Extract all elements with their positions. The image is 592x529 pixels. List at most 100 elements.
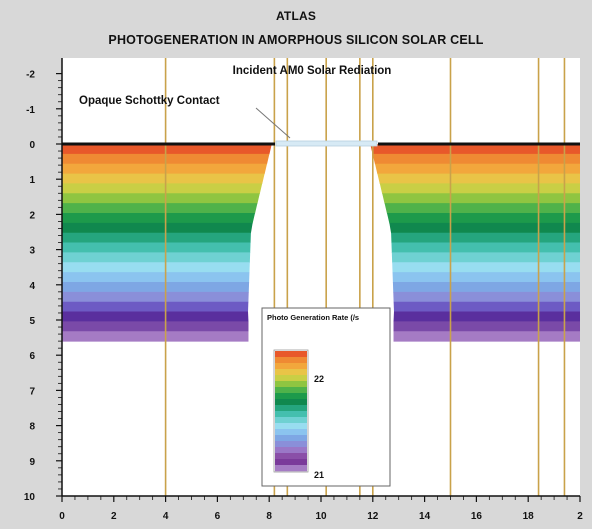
- generation-band-left: [62, 252, 251, 263]
- legend-bottom-label: 21: [314, 470, 324, 480]
- x-tick-label: 8: [266, 511, 272, 522]
- x-tick-label: 0: [59, 511, 65, 522]
- generation-band-right: [393, 301, 580, 313]
- legend-swatch: [275, 381, 307, 388]
- legend-swatch: [275, 411, 307, 418]
- contact-pointer-line: [255, 107, 291, 139]
- y-tick-label: -1: [26, 105, 35, 116]
- y-tick-label: 7: [29, 386, 35, 397]
- generation-band-right: [377, 173, 580, 184]
- y-tick-label: 9: [29, 457, 35, 468]
- generation-band-left: [62, 301, 249, 313]
- legend-swatch: [275, 459, 307, 466]
- generation-band-right: [392, 272, 580, 283]
- y-tick-label: 4: [29, 281, 35, 292]
- generation-band-left: [62, 311, 249, 322]
- legend-top-label: 22: [314, 374, 324, 384]
- right-generation-region: [370, 144, 580, 342]
- gap-left: [251, 144, 280, 313]
- x-tick-label: 10: [315, 511, 327, 522]
- x-tick-label: 14: [419, 511, 431, 522]
- generation-band-left: [62, 331, 249, 342]
- legend-swatch: [275, 423, 307, 430]
- schottky-contact: [62, 140, 580, 147]
- y-axis: -2 -1 0 1 2 3 4 5 6 7 8 9 10: [24, 58, 63, 503]
- generation-band-right: [391, 232, 580, 244]
- schottky-contact-label: Opaque Schottky Contact: [79, 95, 220, 107]
- generation-band-left: [62, 272, 250, 283]
- x-tick-label: 2: [111, 511, 117, 522]
- generation-band-left: [62, 144, 272, 155]
- y-tick-label: 6: [29, 351, 35, 362]
- generation-band-right: [382, 193, 580, 204]
- legend-swatches: [275, 351, 307, 472]
- legend-swatch: [275, 417, 307, 424]
- generation-band-right: [391, 252, 580, 263]
- generation-band-left: [62, 242, 251, 253]
- legend-scale-frame: [273, 349, 309, 473]
- x-tick-label: 12: [367, 511, 379, 522]
- generation-band-left: [62, 203, 258, 214]
- legend-swatch: [275, 375, 307, 382]
- y-tick-label: 5: [29, 316, 35, 327]
- legend-swatch: [275, 435, 307, 442]
- x-axis: 0 2 4 6 8 10 12 14 16 18 2: [59, 495, 583, 522]
- legend-swatch: [275, 429, 307, 436]
- y-tick-label: 0: [29, 140, 35, 151]
- generation-band-left: [62, 321, 249, 332]
- legend: Photo Generation Rate (/s 22 21: [261, 307, 391, 487]
- legend-swatch: [275, 405, 307, 412]
- y-tick-label: 2: [29, 210, 35, 221]
- y-tick-label: 3: [29, 246, 35, 257]
- legend-swatch: [275, 399, 307, 406]
- generation-band-right: [393, 311, 580, 322]
- generation-band-right: [374, 163, 580, 175]
- legend-swatch: [275, 387, 307, 394]
- generation-band-left: [62, 232, 251, 244]
- y-tick-label: -2: [26, 70, 35, 81]
- generation-band-right: [386, 212, 580, 224]
- generation-band-right: [393, 331, 580, 342]
- generation-band-right: [372, 153, 580, 165]
- generation-band-right: [393, 291, 580, 303]
- generation-band-right: [370, 144, 580, 155]
- y-tick-label: 1: [29, 175, 35, 186]
- generation-band-left: [62, 212, 256, 224]
- plot-title: PHOTOGENERATION IN AMORPHOUS SILICON SOL…: [108, 33, 484, 47]
- generation-band-right: [393, 321, 580, 332]
- generation-band-left: [62, 222, 253, 234]
- generation-band-right: [384, 203, 580, 214]
- generation-band-left: [62, 262, 250, 273]
- generation-band-right: [391, 242, 580, 253]
- generation-band-left: [62, 183, 263, 194]
- legend-title: Photo Generation Rate (/s: [267, 313, 359, 322]
- legend-swatch: [275, 363, 307, 370]
- generation-band-right: [389, 222, 580, 234]
- x-tick-label: 4: [163, 511, 169, 522]
- legend-swatch: [275, 465, 307, 472]
- x-tick-label: 16: [471, 511, 483, 522]
- x-tick-label: 6: [215, 511, 221, 522]
- generation-band-right: [392, 262, 580, 273]
- app-title: ATLAS: [275, 9, 317, 23]
- generation-band-right: [379, 183, 580, 194]
- generation-band-left: [62, 163, 268, 175]
- legend-swatch: [275, 441, 307, 448]
- legend-swatch: [275, 447, 307, 454]
- generation-band-left: [62, 193, 260, 204]
- x-tick-label: 18: [523, 511, 535, 522]
- x-tick-label: 2: [577, 511, 583, 522]
- legend-swatch: [275, 369, 307, 376]
- legend-swatch: [275, 351, 307, 358]
- incident-radiation-label: Incident AM0 Solar Rediation: [233, 65, 392, 77]
- generation-band-left: [62, 281, 250, 293]
- legend-swatch: [275, 453, 307, 460]
- y-tick-label: 8: [29, 422, 35, 433]
- generation-band-left: [62, 173, 265, 184]
- generation-band-left: [62, 291, 249, 303]
- contact-opening: [275, 140, 378, 147]
- y-tick-label: 10: [24, 492, 36, 503]
- legend-swatch: [275, 393, 307, 400]
